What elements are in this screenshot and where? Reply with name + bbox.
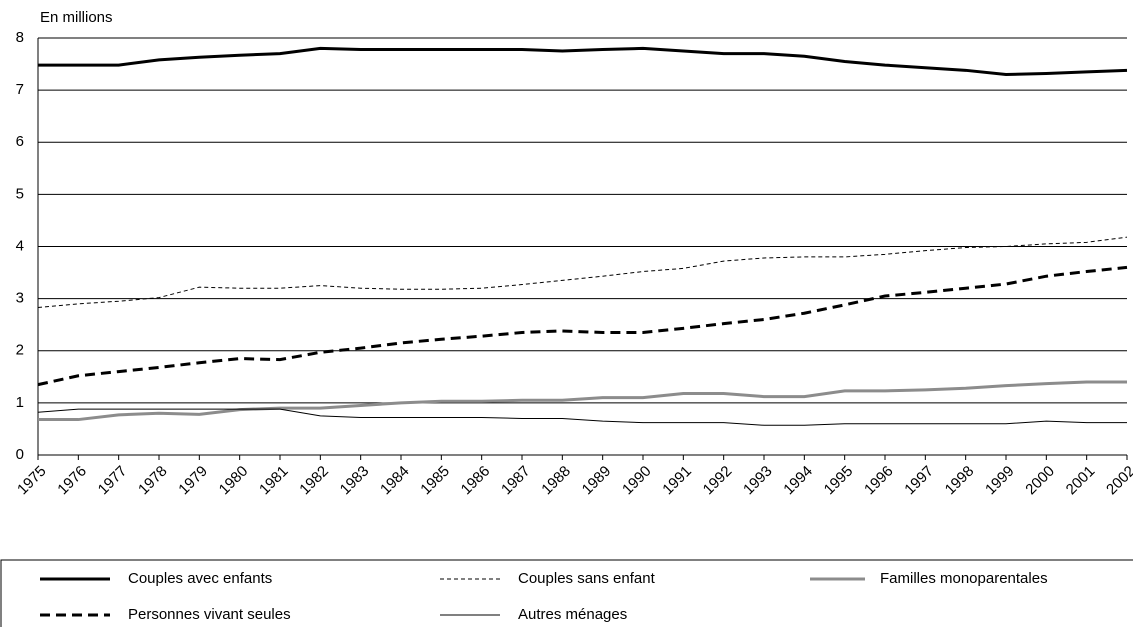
legend-box [0, 559, 1133, 627]
series-line [37, 265, 1128, 387]
y-tick-label: 3 [16, 290, 24, 307]
y-tick-label: 0 [16, 446, 24, 463]
legend-label: Autres ménages [518, 606, 627, 623]
y-tick-label: 8 [16, 29, 24, 46]
x-tick-label: 1977 [95, 463, 131, 499]
x-tick-label: 1986 [458, 463, 494, 499]
x-tick-label: 1976 [54, 463, 90, 499]
series-line [37, 408, 1127, 426]
x-tick-label: 1983 [337, 463, 373, 499]
y-tick-label: 6 [16, 133, 24, 150]
legend-label: Couples avec enfants [128, 570, 272, 587]
y-tick-label: 5 [16, 185, 24, 202]
x-tick-label: 1980 [216, 463, 252, 499]
x-tick-label: 1984 [377, 463, 413, 499]
x-tick-label: 1988 [538, 463, 574, 499]
x-tick-label: 1998 [942, 463, 978, 499]
x-tick-label: 1982 [296, 463, 332, 499]
x-tick-label: 2002 [1103, 463, 1133, 499]
legend-label: Personnes vivant seules [128, 606, 291, 623]
y-tick-label: 1 [16, 394, 24, 411]
x-tick-label: 1995 [821, 463, 857, 499]
x-tick-label: 2001 [1063, 463, 1099, 499]
x-tick-label: 1991 [659, 463, 695, 499]
series-line [38, 46, 1128, 76]
y-tick-label: 2 [16, 342, 24, 359]
x-tick-label: 1999 [982, 463, 1018, 499]
x-tick-label: 1993 [740, 463, 776, 499]
y-axis-label: En millions [40, 9, 113, 26]
x-tick-label: 1987 [498, 463, 534, 499]
x-tick-label: 1989 [579, 463, 615, 499]
y-tick-label: 4 [16, 237, 24, 254]
legend-label: Couples sans enfant [518, 570, 656, 587]
x-tick-label: 1990 [619, 463, 655, 499]
x-tick-label: 1978 [135, 463, 171, 499]
x-tick-label: 1985 [417, 463, 453, 499]
x-tick-label: 1979 [175, 463, 211, 499]
x-tick-label: 2000 [1022, 463, 1058, 499]
legend-label: Familles monoparentales [880, 570, 1048, 587]
x-tick-label: 1975 [14, 463, 50, 499]
series-line [37, 236, 1128, 308]
x-tick-label: 1994 [780, 463, 816, 499]
x-tick-label: 1992 [700, 463, 736, 499]
y-tick-label: 7 [16, 81, 24, 98]
x-tick-label: 1981 [256, 463, 292, 499]
x-tick-label: 1996 [861, 463, 897, 499]
x-tick-label: 1997 [901, 463, 937, 499]
series-line [38, 380, 1127, 422]
